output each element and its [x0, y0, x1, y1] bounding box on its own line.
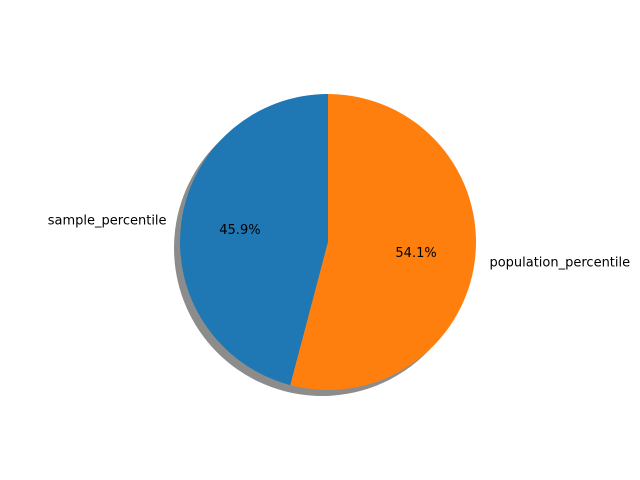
slice-population-percentile [290, 94, 477, 391]
slice-label-population-percentile: population_percentile [489, 255, 630, 270]
pie-label-layer: 45.9% sample_percentile 54.1% population_pe… [48, 214, 630, 271]
slice-sample-percentile [180, 94, 328, 386]
pct-label-population-percentile: 54.1% [395, 246, 436, 261]
pct-label-sample-percentile: 45.9% [219, 223, 260, 238]
slice-label-sample-percentile: sample_percentile [48, 214, 167, 229]
pie-slice-layer [180, 94, 477, 391]
